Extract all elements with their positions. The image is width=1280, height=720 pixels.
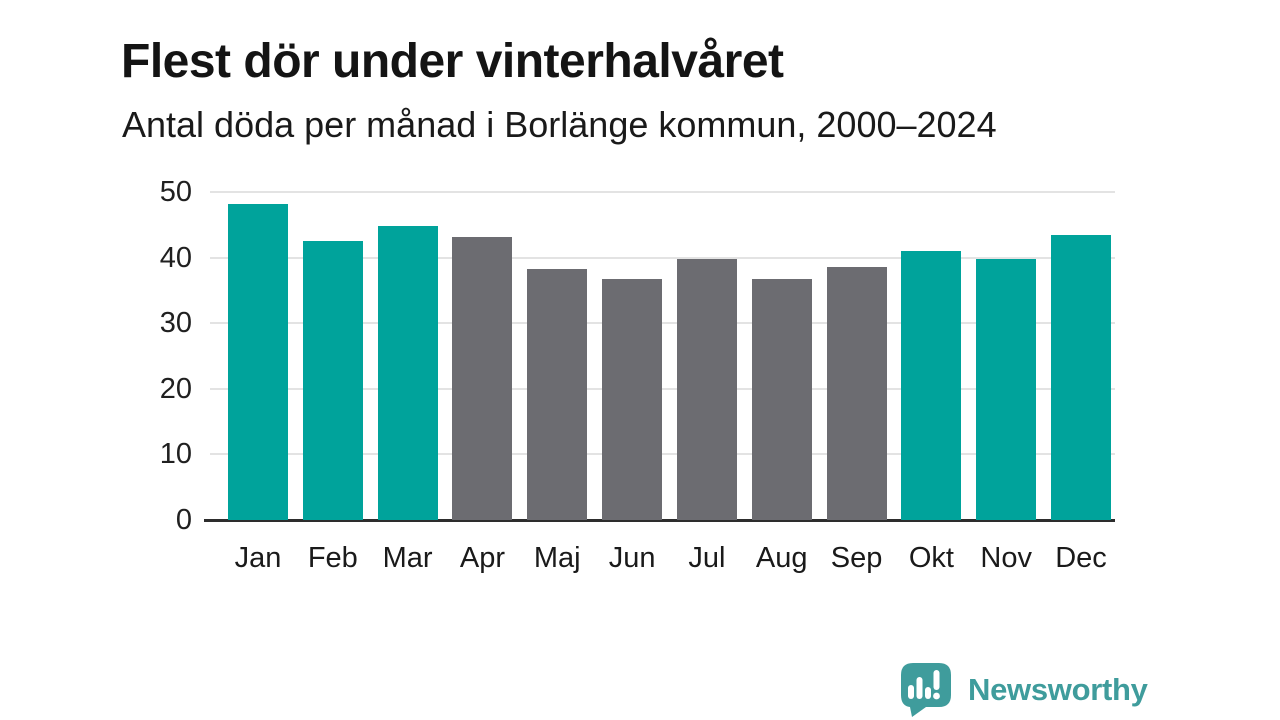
x-tick-label-sep: Sep xyxy=(830,542,883,574)
bar-feb xyxy=(302,241,363,520)
chart-title: Flest dör under vinterhalvåret xyxy=(121,35,784,89)
x-tick-label-dec: Dec xyxy=(1055,542,1107,574)
bar-sep xyxy=(826,266,887,520)
x-tick-label-maj: Maj xyxy=(533,542,581,574)
y-tick-label-30: 30 xyxy=(159,307,192,340)
bar-mar xyxy=(377,226,438,520)
gridline-20 xyxy=(210,387,1115,390)
newsworthy-logo-text: Newsworthy xyxy=(968,671,1148,707)
bar-maj xyxy=(527,268,588,520)
x-tick-label-jul: Jul xyxy=(688,542,726,574)
bar-jul xyxy=(676,258,737,520)
newsworthy-logo-icon xyxy=(897,661,955,718)
x-tick-label-aug: Aug xyxy=(755,542,808,574)
bar-okt xyxy=(901,251,962,520)
x-tick-label-okt: Okt xyxy=(908,542,954,574)
gridline-10 xyxy=(210,453,1115,456)
bar-dec xyxy=(1051,234,1112,520)
chart-subtitle: Antal döda per månad i Borlänge kommun, … xyxy=(122,104,997,145)
y-tick-label-50: 50 xyxy=(159,176,192,208)
x-tick-label-feb: Feb xyxy=(307,542,358,574)
bar-jan xyxy=(228,203,288,520)
y-tick-label-0: 0 xyxy=(175,504,192,536)
gridline-30 xyxy=(210,322,1115,325)
bar-jun xyxy=(602,279,663,520)
bar-aug xyxy=(751,278,812,520)
x-tick-label-jan: Jan xyxy=(234,542,282,574)
y-tick-label-20: 20 xyxy=(159,372,192,405)
y-tick-label-40: 40 xyxy=(159,241,192,274)
gridline-40 xyxy=(210,256,1115,259)
newsworthy-logo: Newsworthy xyxy=(897,661,1148,718)
x-tick-label-apr: Apr xyxy=(459,542,506,574)
bar-apr xyxy=(452,236,513,520)
x-tick-label-jun: Jun xyxy=(608,542,656,574)
x-tick-label-nov: Nov xyxy=(980,542,1032,574)
x-axis-line xyxy=(204,518,1115,522)
bar-nov xyxy=(976,258,1037,520)
gridline-50 xyxy=(210,191,1115,193)
y-tick-label-10: 10 xyxy=(159,438,192,471)
x-tick-label-mar: Mar xyxy=(382,542,433,574)
